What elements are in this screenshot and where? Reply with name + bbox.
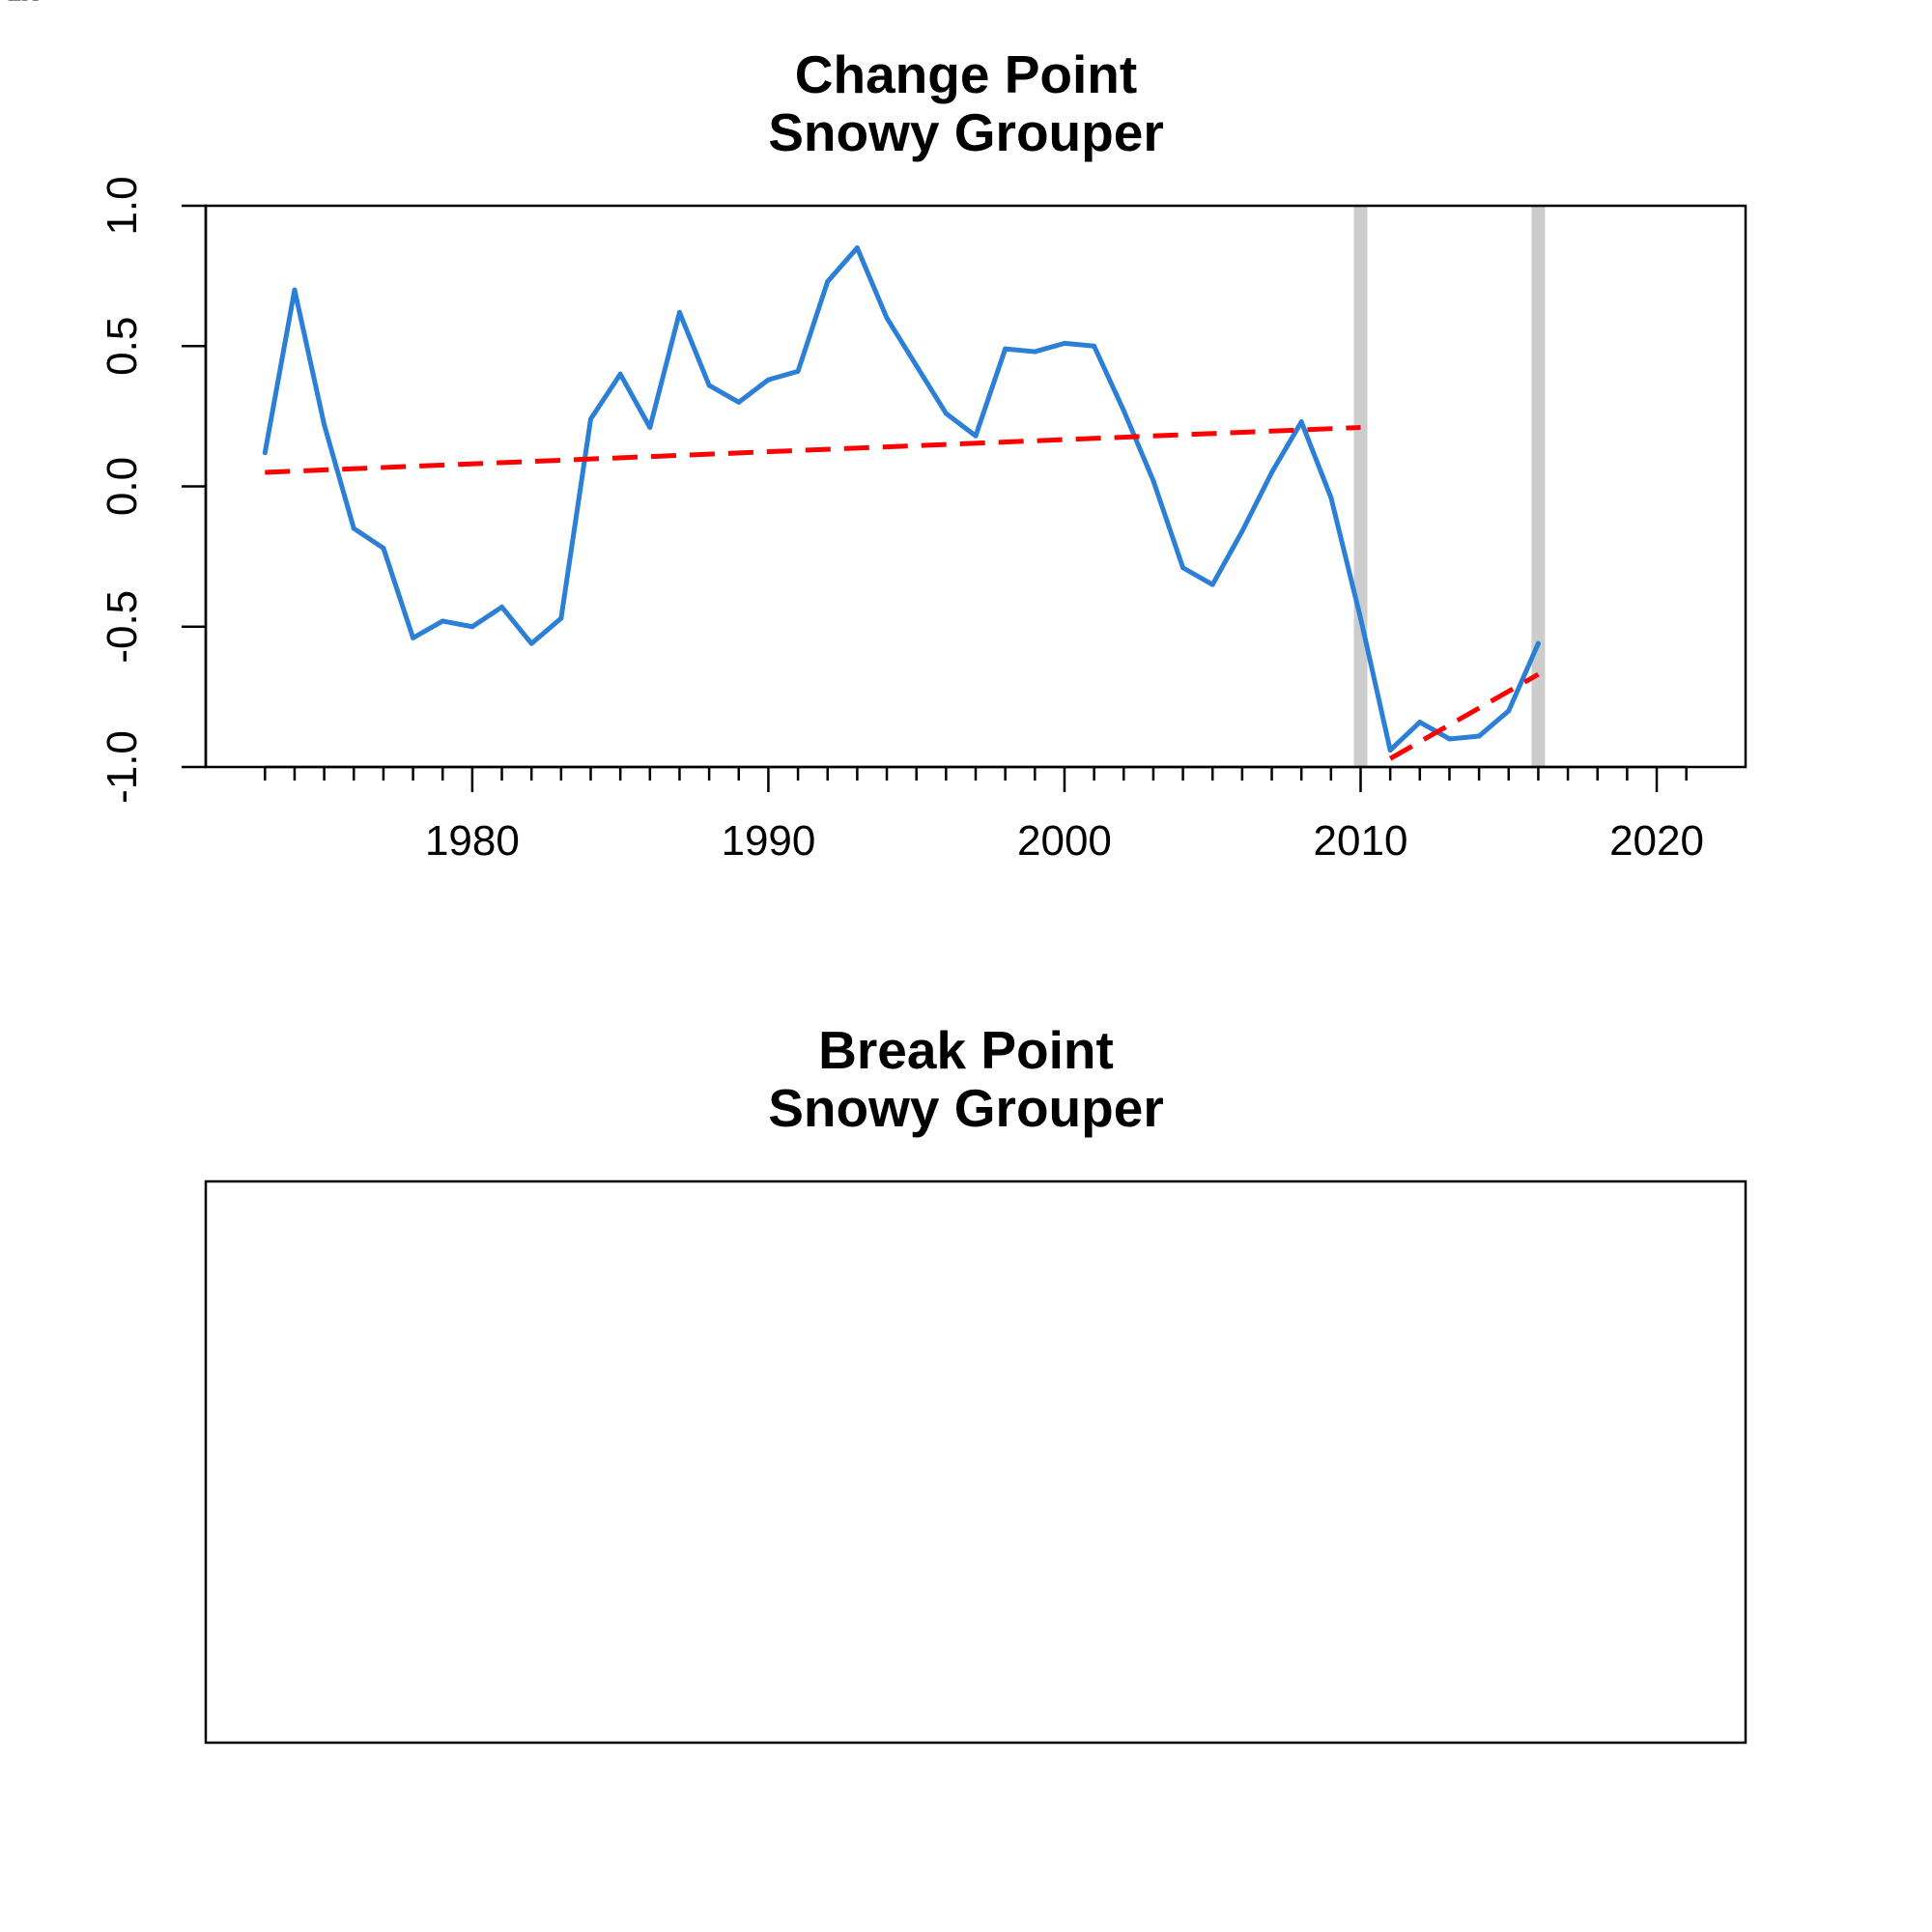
y-tick-label: 0.5 xyxy=(0,0,30,10)
y-tick-label: 0.0 xyxy=(0,0,30,10)
y-axis: -1.0 -0.5 0.0 0.5 1.0 xyxy=(0,0,37,10)
panel-title: Break Point xyxy=(818,1020,1114,1080)
data-point xyxy=(381,545,386,551)
data-point xyxy=(795,368,801,374)
data-point xyxy=(1032,349,1037,355)
y-tick-label: -1.0 xyxy=(99,730,146,804)
data-point xyxy=(943,411,949,416)
plot-frame xyxy=(204,1179,1747,1745)
data-point xyxy=(1121,408,1126,413)
data-point xyxy=(736,399,742,405)
data-point xyxy=(558,615,564,621)
data-point xyxy=(884,315,890,321)
data-point xyxy=(528,640,534,646)
plot-area xyxy=(262,206,1546,767)
data-point xyxy=(1003,346,1009,352)
data-point xyxy=(1535,640,1541,646)
y-tick-label: -1.0 xyxy=(0,0,37,10)
data-point xyxy=(469,624,475,630)
y-tick-label: 0.5 xyxy=(99,317,146,376)
data-point xyxy=(440,618,445,624)
data-point xyxy=(617,371,623,377)
data-point xyxy=(914,363,920,369)
data-point xyxy=(1062,340,1067,346)
series-line xyxy=(262,245,1541,753)
data-point xyxy=(1358,615,1363,621)
data-point xyxy=(588,416,593,422)
data-point xyxy=(1328,495,1334,500)
x-tick-label: 2010 xyxy=(0,0,47,10)
x-tick-label: 2000 xyxy=(1017,817,1112,865)
data-point xyxy=(973,433,979,439)
data-point xyxy=(499,604,505,610)
data-point xyxy=(1269,469,1275,475)
panel-change-point: Change Point Snowy Grouper 1980 1990 200… xyxy=(99,44,1747,865)
data-point xyxy=(676,309,682,315)
panel-break-point: Break Point Snowy Grouper 1980 1990 2000… xyxy=(0,0,1747,1745)
x-axis: 1980 1990 2000 2010 2020 xyxy=(0,0,47,10)
data-point xyxy=(411,635,416,640)
data-point xyxy=(765,377,771,383)
data-point xyxy=(1151,478,1156,484)
data-point xyxy=(351,526,356,531)
data-point xyxy=(647,424,653,430)
panel-subtitle: Snowy Grouper xyxy=(768,102,1164,162)
data-point xyxy=(292,287,298,293)
x-tick-label: 1980 xyxy=(0,0,47,10)
y-tick-label: -0.5 xyxy=(0,0,37,10)
data-point xyxy=(1476,733,1482,739)
y-tick-label: 0.0 xyxy=(99,457,146,516)
data-point xyxy=(1446,736,1452,742)
y-tick-label: -0.5 xyxy=(99,590,146,664)
data-point xyxy=(706,383,712,388)
data-point xyxy=(1506,708,1512,714)
y-tick-label: 1.0 xyxy=(0,0,30,10)
data-point xyxy=(1239,528,1245,534)
data-point xyxy=(322,422,327,428)
data-point xyxy=(1180,565,1186,571)
data-point xyxy=(1092,343,1097,349)
x-tick-label: 2000 xyxy=(0,0,47,10)
data-point xyxy=(1209,582,1215,587)
x-tick-label: 1980 xyxy=(425,817,520,865)
y-axis: -1.0 -0.5 0.0 0.5 1.0 xyxy=(99,176,208,804)
data-point xyxy=(1387,748,1393,753)
data-point xyxy=(825,278,831,284)
data-point xyxy=(1298,419,1304,425)
x-axis: 1980 1990 2000 2010 2020 xyxy=(264,765,1704,865)
trend-line xyxy=(265,424,1361,475)
x-tick-label: 1990 xyxy=(0,0,47,10)
x-tick-label: 2020 xyxy=(1609,817,1704,865)
data-point xyxy=(854,245,860,251)
data-point xyxy=(262,450,268,456)
x-tick-label: 2020 xyxy=(0,0,47,10)
data-point xyxy=(1417,720,1423,725)
x-tick-label: 2010 xyxy=(1314,817,1408,865)
panel-title: Change Point xyxy=(795,44,1137,104)
x-tick-label: 1990 xyxy=(721,817,815,865)
panel-subtitle: Snowy Grouper xyxy=(768,1078,1164,1138)
trend-line xyxy=(1388,671,1540,761)
y-tick-label: 1.0 xyxy=(99,176,146,235)
